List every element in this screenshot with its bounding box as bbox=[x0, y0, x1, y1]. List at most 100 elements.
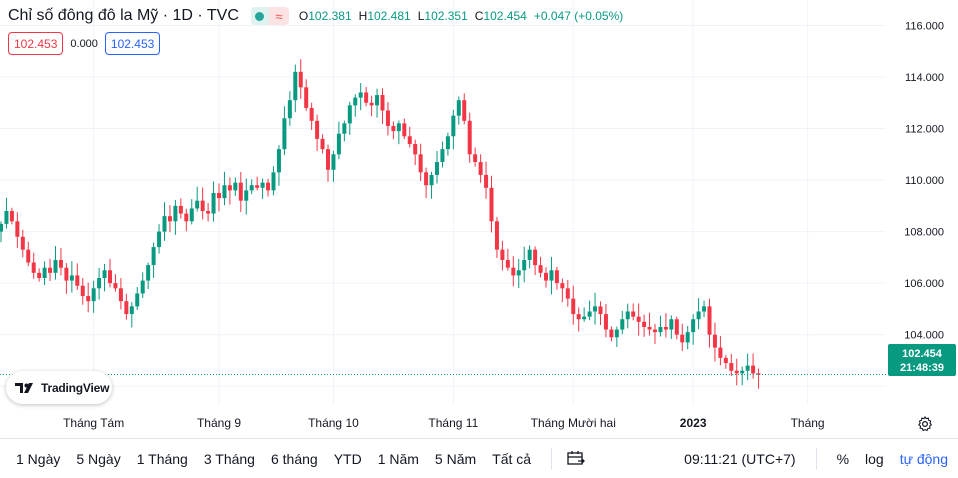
candle-body bbox=[740, 370, 745, 374]
y-tick-label: 106.000 bbox=[904, 278, 944, 290]
candle-body bbox=[734, 370, 739, 374]
candle-body bbox=[456, 100, 461, 116]
date-range-icon[interactable] bbox=[566, 450, 586, 468]
bid-ask-panel: 102.453 0.000 102.453 bbox=[8, 32, 161, 55]
range-1d[interactable]: 1 Ngày bbox=[16, 450, 61, 467]
candle-body bbox=[473, 154, 478, 163]
candle-body bbox=[435, 162, 439, 175]
candle-body bbox=[478, 162, 483, 175]
candle-body bbox=[691, 319, 696, 333]
y-tick-label: 116.000 bbox=[905, 20, 944, 32]
candle-body bbox=[364, 92, 369, 103]
candle-body bbox=[729, 363, 734, 371]
tradingview-logo[interactable]: TradingView bbox=[6, 371, 112, 404]
candle-body bbox=[751, 365, 756, 374]
sell-button[interactable]: 102.453 bbox=[8, 32, 64, 55]
ohlc-high: H102.481 bbox=[358, 9, 411, 23]
candle-body bbox=[211, 192, 216, 214]
candle-body bbox=[293, 71, 298, 101]
logo-text: TradingView bbox=[41, 380, 110, 395]
toolbar-divider-right bbox=[815, 448, 817, 470]
candle-body bbox=[320, 138, 325, 150]
range-3m[interactable]: 3 Tháng bbox=[203, 450, 255, 467]
candle-body bbox=[4, 211, 9, 224]
candle-body bbox=[538, 265, 543, 273]
candle-body bbox=[516, 270, 521, 276]
candle-body bbox=[544, 272, 548, 281]
candle-body bbox=[565, 288, 570, 299]
candle-body bbox=[533, 249, 538, 266]
candle-body bbox=[385, 110, 390, 126]
candle-body bbox=[500, 249, 505, 260]
x-tick-label: Tháng 11 bbox=[428, 416, 478, 430]
candle-body bbox=[282, 118, 287, 150]
candle-body bbox=[631, 311, 636, 317]
candle-body bbox=[745, 365, 750, 371]
candle-body bbox=[298, 71, 303, 88]
candle-body bbox=[326, 149, 330, 170]
tradingview-logo-icon bbox=[15, 382, 33, 393]
range-5y[interactable]: 5 Năm bbox=[434, 450, 477, 467]
candle-body bbox=[527, 249, 532, 260]
candle-body bbox=[342, 123, 347, 134]
percent-scale-toggle[interactable]: % bbox=[836, 451, 850, 467]
candle-body bbox=[609, 329, 614, 338]
candle-body bbox=[53, 259, 58, 273]
buy-button[interactable]: 102.453 bbox=[104, 32, 161, 55]
candle-body bbox=[217, 192, 221, 199]
candle-body bbox=[494, 221, 499, 250]
candle-body bbox=[64, 267, 69, 281]
candle-body bbox=[184, 213, 189, 222]
clock-timezone[interactable]: 09:11:21 (UTC+7) bbox=[684, 451, 796, 467]
range-1m[interactable]: 1 Tháng bbox=[136, 450, 188, 467]
price-chart[interactable]: 104.000 106.000 108.000 110.000 112.000 114.0… bbox=[0, 0, 958, 438]
candle-body bbox=[582, 316, 587, 320]
range-1y[interactable]: 1 Năm bbox=[377, 450, 419, 467]
candle-body bbox=[108, 270, 112, 284]
range-ytd[interactable]: YTD bbox=[333, 450, 362, 467]
market-open-dot-icon bbox=[255, 11, 265, 21]
range-5d[interactable]: 5 Ngày bbox=[76, 450, 121, 467]
candle-body bbox=[48, 267, 53, 273]
candle-body bbox=[358, 92, 363, 98]
auto-scale-toggle[interactable]: tự động bbox=[899, 451, 948, 467]
candle-body bbox=[276, 149, 281, 173]
range-all[interactable]: Tất cả bbox=[492, 450, 532, 467]
candle-body bbox=[189, 208, 194, 222]
candle-body bbox=[353, 97, 358, 106]
candle-body bbox=[674, 319, 679, 335]
x-tick-label: Tháng bbox=[791, 416, 825, 430]
candle-body bbox=[598, 306, 603, 315]
candle-body bbox=[9, 211, 14, 222]
candle-body bbox=[614, 329, 619, 338]
candle-body bbox=[696, 311, 701, 320]
candle-body bbox=[445, 136, 450, 150]
candle-body bbox=[402, 123, 407, 137]
last-price-value: 102.454 bbox=[902, 348, 943, 360]
candle-body bbox=[587, 311, 592, 317]
candle-body bbox=[266, 182, 271, 191]
candle-body bbox=[642, 321, 647, 327]
candle-body bbox=[369, 102, 374, 106]
symbol-title[interactable]: Chỉ số đông đô la Mỹ · 1D · TVC bbox=[8, 7, 239, 24]
candle-body bbox=[571, 298, 576, 315]
range-6m[interactable]: 6 tháng bbox=[270, 450, 318, 467]
x-tick-label: Tháng 9 bbox=[197, 416, 241, 430]
candle-body bbox=[304, 87, 309, 108]
y-axis: 104.000 106.000 108.000 110.000 112.000 114.0… bbox=[904, 20, 944, 341]
toolbar-right: 09:11:21 (UTC+7) % log tự động bbox=[684, 439, 958, 478]
candle-body bbox=[489, 187, 494, 222]
market-status[interactable]: ≈ bbox=[250, 7, 289, 25]
candle-body bbox=[37, 272, 42, 278]
candle-body bbox=[195, 200, 200, 209]
candle-body bbox=[151, 247, 156, 266]
candle-body bbox=[233, 182, 238, 191]
y-tick-label: 108.000 bbox=[904, 227, 944, 239]
approx-icon: ≈ bbox=[268, 7, 289, 25]
candle-body bbox=[206, 211, 211, 214]
candle-body bbox=[255, 185, 260, 188]
settings-gear-icon[interactable] bbox=[916, 415, 934, 433]
log-scale-toggle[interactable]: log bbox=[865, 451, 884, 467]
x-axis: Tháng Tám Tháng 9 Tháng 10 Tháng 11 Tháng Mư… bbox=[63, 416, 825, 430]
candle-body bbox=[26, 249, 31, 263]
